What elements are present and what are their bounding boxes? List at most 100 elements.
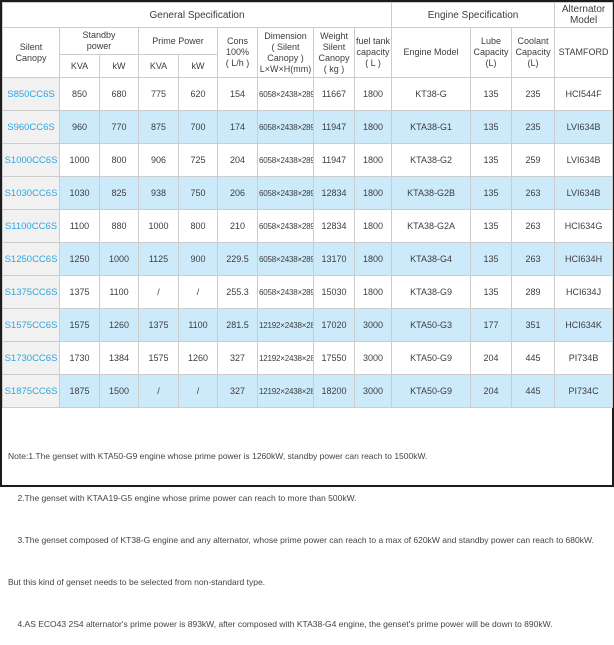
model-link-cell[interactable]: S1375CC6S — [2, 275, 60, 309]
cell-fuel_tank: 1800 — [353, 275, 393, 309]
cell-weight: 17020 — [313, 308, 355, 342]
cell-alternator: PI734B — [554, 341, 614, 375]
header-stamford: STAMFORD — [554, 27, 614, 78]
table-row: S1730CC6S 1730 1384 1575 1260 327 12192×2438×2… — [2, 341, 614, 375]
cell-cons: 327 — [217, 341, 258, 375]
cell-prime_kva: 1375 — [138, 308, 179, 342]
model-link-cell[interactable]: S1250CC6S — [2, 242, 60, 276]
model-link-cell[interactable]: S1730CC6S — [2, 341, 60, 375]
cell-standby_kw: 1100 — [99, 275, 139, 309]
cell-prime_kw: 725 — [178, 143, 218, 177]
cell-coolant: 235 — [511, 77, 556, 111]
cell-prime_kw: 800 — [178, 209, 218, 243]
cell-standby_kw: 825 — [99, 176, 139, 210]
cell-fuel_tank: 1800 — [353, 143, 393, 177]
cell-prime_kva: / — [138, 374, 179, 408]
cell-prime_kva: 875 — [138, 110, 179, 144]
cell-alternator: LVI634B — [554, 176, 614, 210]
model-link-cell[interactable]: S850CC6S — [2, 77, 60, 111]
note-line: But this kind of genset needs to be sele… — [8, 577, 266, 587]
cell-prime_kw: 900 — [178, 242, 218, 276]
cell-cons: 174 — [217, 110, 258, 144]
cell-dimension: 12192×2438×2896 — [257, 341, 314, 375]
cell-fuel_tank: 1800 — [353, 77, 393, 111]
cell-prime_kw: 700 — [178, 110, 218, 144]
note-line: 2.The genset with KTAA19-G5 engine whose… — [8, 493, 357, 503]
cell-standby_kw: 800 — [99, 143, 139, 177]
table-row: S1575CC6S 1575 1260 1375 1100 281.5 12192×2438… — [2, 308, 614, 342]
cell-engine: KTA38-G1 — [391, 110, 472, 144]
model-link-cell[interactable]: S1000CC6S — [2, 143, 60, 177]
cell-prime_kva: 1575 — [138, 341, 179, 375]
cell-cons: 281.5 — [217, 308, 258, 342]
cell-standby_kw: 680 — [99, 77, 139, 111]
model-link-cell[interactable]: S1100CC6S — [2, 209, 60, 243]
cell-weight: 11947 — [313, 143, 355, 177]
cell-coolant: 445 — [511, 374, 556, 408]
cell-prime_kw: 750 — [178, 176, 218, 210]
cell-cons: 204 — [217, 143, 258, 177]
header-alternator-model: Alternator Model — [554, 2, 614, 28]
table-row: S1100CC6S 1100 880 1000 800 210 6058×2438×2896… — [2, 209, 614, 243]
cell-cons: 229.5 — [217, 242, 258, 276]
cell-weight: 11947 — [313, 110, 355, 144]
cell-lube: 204 — [470, 374, 513, 408]
cell-standby_kva: 1250 — [59, 242, 100, 276]
header-lube-capacity: Lube Capacity (L) — [470, 27, 513, 78]
cell-prime_kw: 1260 — [178, 341, 218, 375]
header-cons: Cons 100% ( L/h ) — [217, 27, 258, 78]
cell-cons: 206 — [217, 176, 258, 210]
cell-lube: 135 — [470, 209, 513, 243]
header-engine-specification: Engine Specification — [391, 2, 556, 28]
cell-standby_kw: 880 — [99, 209, 139, 243]
cell-prime_kva: 1125 — [138, 242, 179, 276]
table-row: S1250CC6S 1250 1000 1125 900 229.5 6058×2438×2… — [2, 242, 614, 276]
note-line: 3.The genset composed of KT38-G engine a… — [8, 535, 594, 545]
cell-engine: KTA38-G2 — [391, 143, 472, 177]
cell-lube: 135 — [470, 242, 513, 276]
header-prime-kw: kW — [178, 54, 218, 78]
header-general-specification: General Specification — [1, 2, 393, 28]
cell-dimension: 6058×2438×2896 — [257, 209, 314, 243]
model-link-cell[interactable]: S1875CC6S — [2, 374, 60, 408]
table-row: S1375CC6S 1375 1100//255.3 6058×2438×2896 15… — [2, 275, 614, 309]
cell-prime_kva: 1000 — [138, 209, 179, 243]
cell-prime_kw: 620 — [178, 77, 218, 111]
cell-standby_kva: 1730 — [59, 341, 100, 375]
model-link-cell[interactable]: S960CC6S — [2, 110, 60, 144]
cell-coolant: 263 — [511, 209, 556, 243]
cell-standby_kw: 770 — [99, 110, 139, 144]
model-link-cell[interactable]: S1575CC6S — [2, 308, 60, 342]
cell-standby_kva: 1575 — [59, 308, 100, 342]
cell-fuel_tank: 1800 — [353, 176, 393, 210]
cell-standby_kva: 1030 — [59, 176, 100, 210]
header-dimension: Dimension ( Silent Canopy ) L×W×H(mm) — [257, 27, 314, 78]
cell-prime_kva: 906 — [138, 143, 179, 177]
cell-alternator: HCI634K — [554, 308, 614, 342]
header-standby-power: Standby power — [59, 27, 139, 55]
table-row: S1030CC6S 1030 825 938 750 206 6058×2438×2896 1… — [2, 176, 614, 210]
cell-engine: KTA50-G3 — [391, 308, 472, 342]
header-prime-power: Prime Power — [138, 27, 218, 55]
cell-weight: 17550 — [313, 341, 355, 375]
header-silent-canopy: Silent Canopy — [2, 27, 60, 78]
cell-dimension: 12192×2438×2896 — [257, 308, 314, 342]
header-fuel-tank: fuel tank capacity ( L ) — [353, 27, 393, 78]
cell-lube: 204 — [470, 341, 513, 375]
cell-cons: 255.3 — [217, 275, 258, 309]
note-line: Note:1.The genset with KTA50-G9 engine w… — [8, 451, 428, 461]
cell-weight: 11667 — [313, 77, 355, 111]
cell-engine: KTA38-G9 — [391, 275, 472, 309]
cell-standby_kva: 960 — [59, 110, 100, 144]
cell-coolant: 445 — [511, 341, 556, 375]
cell-lube: 135 — [470, 143, 513, 177]
table-row: S1875CC6S18751500//32712192×2438×2896182… — [2, 374, 614, 408]
model-link-cell[interactable]: S1030CC6S — [2, 176, 60, 210]
cell-fuel_tank: 1800 — [353, 209, 393, 243]
cell-standby_kw: 1260 — [99, 308, 139, 342]
cell-cons: 154 — [217, 77, 258, 111]
spec-table-header: General Specification Engine Specificati… — [1, 2, 614, 78]
header-standby-kw: kW — [99, 54, 139, 78]
cell-alternator: LVI634B — [554, 143, 614, 177]
cell-dimension: 6058×2438×2896 — [257, 176, 314, 210]
